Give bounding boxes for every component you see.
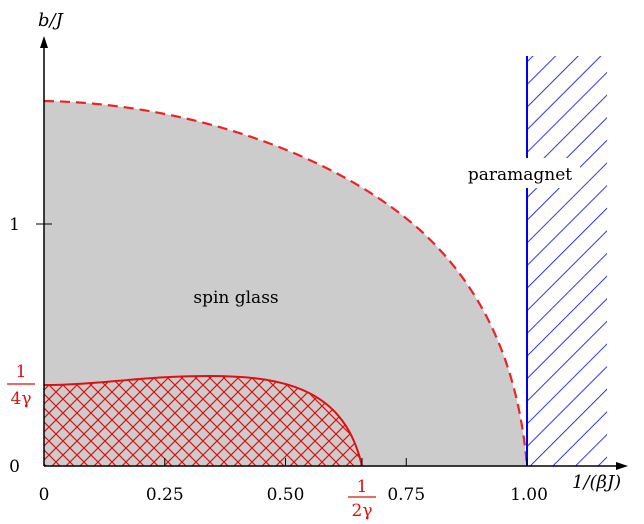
y-special-denominator: 4γ <box>11 389 32 409</box>
spin-glass-label: spin glass <box>193 288 278 308</box>
y-ticks: 01 <box>9 215 52 477</box>
y-special-tick: 1 4γ <box>7 362 35 409</box>
x-tick-label: 0.75 <box>387 485 425 505</box>
x-special-tick: 1 2γ <box>348 458 376 521</box>
x-tick-label: 0.25 <box>146 485 184 505</box>
spin-glass-region <box>44 101 527 466</box>
paramagnet-region <box>526 56 607 466</box>
paramagnet-label: paramagnet <box>468 165 572 185</box>
y-tick-label: 1 <box>9 215 20 235</box>
x-special-denominator: 2γ <box>352 501 373 521</box>
x-tick-label: 0 <box>39 485 50 505</box>
y-special-numerator: 1 <box>16 362 27 382</box>
x-tick-label: 1.00 <box>510 485 548 505</box>
hatched-low-region <box>43 374 363 467</box>
axes <box>40 36 628 470</box>
x-ticks: 0 0.25 0.50 0.75 1.00 <box>39 458 548 505</box>
x-axis-label: 1/(βJ) <box>572 472 621 493</box>
spin-glass-boundary <box>43 99 529 467</box>
x-tick-label: 0.50 <box>267 485 305 505</box>
y-axis-label: b/J <box>38 10 65 31</box>
y-tick-label: 0 <box>9 457 20 477</box>
x-special-numerator: 1 <box>357 477 368 497</box>
